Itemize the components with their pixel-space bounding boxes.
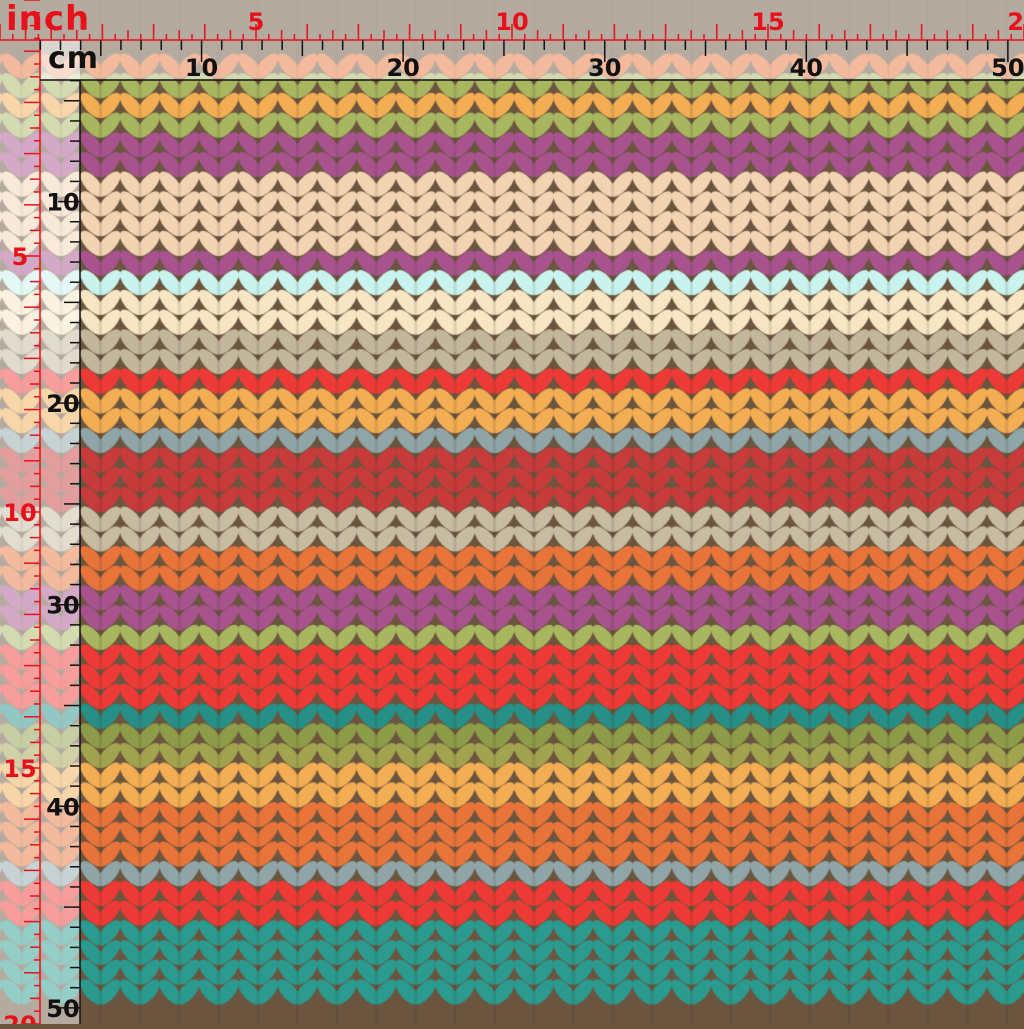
inch-top-label: 20 (1007, 8, 1024, 36)
inch-top-label: 10 (495, 8, 528, 36)
cm-ruler-top-band (40, 40, 1024, 80)
cm-top-label: 50 (991, 54, 1024, 82)
inch-left-label: 15 (3, 755, 36, 783)
cm-unit-label: cm (48, 41, 100, 76)
inch-unit-label: inch (6, 0, 91, 39)
cm-left-label: 20 (46, 390, 79, 418)
cm-left-label: 30 (46, 592, 79, 620)
cm-top-label: 20 (386, 54, 419, 82)
cm-left-label: 10 (46, 189, 79, 217)
cm-top-label: 30 (588, 54, 621, 82)
cm-left-label: 40 (46, 793, 79, 821)
inch-left-label: 5 (12, 243, 29, 271)
cm-top-label: 10 (185, 54, 218, 82)
inch-left-label: 20 (3, 1011, 36, 1024)
inch-top-label: 15 (751, 8, 784, 36)
inch-top-label: 5 (248, 8, 265, 36)
inch-left-label: 10 (3, 499, 36, 527)
cm-top-label: 40 (790, 54, 823, 82)
cm-left-label: 50 (46, 995, 79, 1023)
